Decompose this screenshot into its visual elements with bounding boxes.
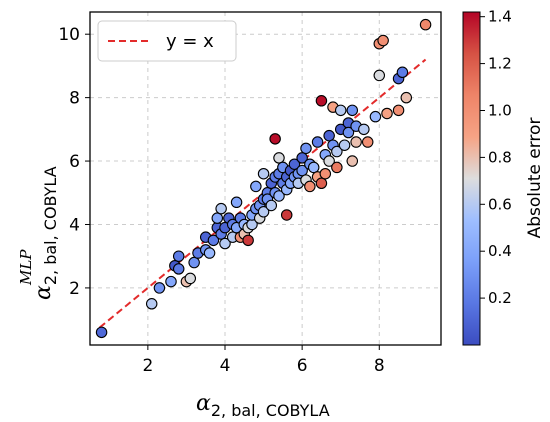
data-point-2	[145, 298, 158, 310]
x-tick-label: 4	[220, 356, 231, 376]
data-point-60	[288, 158, 301, 170]
data-point-25	[230, 196, 243, 209]
data-point-83	[334, 104, 347, 117]
data-point-68	[304, 180, 316, 193]
data-point-3	[153, 282, 166, 294]
data-point-75	[319, 167, 332, 180]
colorbar-tick-label: 0.4	[488, 242, 512, 260]
data-point-76	[323, 155, 335, 167]
x-tick-label: 8	[374, 356, 385, 376]
data-point-84	[338, 139, 351, 151]
data-point-88	[346, 155, 359, 167]
data-point-10	[188, 256, 200, 269]
colorbar-tick-label: 0.8	[488, 148, 512, 166]
data-point-15	[207, 234, 220, 247]
y-axis-title: α2, bal, COBYLAMLP	[17, 166, 60, 300]
data-point-87	[346, 104, 359, 117]
data-point-71	[311, 136, 324, 148]
legend: y = x	[97, 20, 237, 62]
data-point-51	[273, 152, 285, 164]
y-tick-label: 10	[58, 25, 80, 45]
data-points	[95, 18, 432, 339]
data-point-50	[273, 190, 285, 202]
data-point-72	[315, 177, 328, 190]
data-point-40	[257, 167, 270, 180]
data-point-21	[219, 237, 231, 250]
data-point-86	[342, 126, 355, 139]
data-point-63	[296, 152, 308, 164]
data-point-41	[257, 206, 270, 218]
data-point-81	[331, 145, 343, 158]
data-point-91	[358, 123, 370, 136]
data-point-19	[215, 202, 227, 215]
data-point-80	[331, 161, 343, 174]
data-point-17	[211, 212, 224, 224]
data-point-7	[172, 263, 185, 275]
colorbar-tick-label: 1.2	[488, 55, 512, 73]
data-point-98	[392, 104, 405, 117]
data-point-64	[296, 164, 308, 177]
data-point-97	[381, 107, 393, 120]
data-point-101	[400, 91, 413, 104]
data-point-69	[307, 161, 320, 174]
data-point-93	[369, 110, 382, 123]
data-point-13	[203, 247, 216, 259]
x-axis-title: α2, bal, COBYLA	[196, 391, 330, 420]
y-tick-label: 6	[69, 152, 80, 172]
colorbar-tick-label: 0.6	[488, 195, 512, 213]
x-tick-label: 6	[297, 356, 308, 376]
colorbar: 0.2 0.4 0.6 0.8 1.0 1.2 1.4 Absolute error	[462, 8, 545, 346]
colorbar-title: Absolute error	[525, 118, 545, 239]
data-point-89	[350, 136, 362, 148]
x-axis: 2 4 6 8	[142, 345, 385, 376]
data-point-9	[184, 272, 197, 285]
data-point-36	[250, 180, 262, 193]
data-point-94	[373, 69, 386, 82]
data-point-92	[361, 136, 374, 148]
y-tick-label: 2	[69, 279, 80, 299]
data-point-6	[172, 250, 185, 262]
data-point-66	[300, 142, 312, 155]
data-point-100	[396, 66, 409, 79]
colorbar-tick-label: 1.4	[488, 8, 512, 26]
plot-frame	[89, 11, 442, 346]
data-point-45	[265, 199, 278, 212]
colorbar-ticks: 0.2 0.4 0.6 0.8 1.0 1.2 1.4	[480, 8, 512, 307]
data-point-77	[323, 129, 335, 142]
data-point-1	[95, 326, 108, 339]
data-point-102	[419, 18, 432, 31]
legend-label: y = x	[166, 31, 214, 52]
y-axis: 2 4 6 8 10	[58, 25, 90, 299]
x-tick-label: 2	[142, 356, 153, 376]
data-point-96	[377, 34, 389, 47]
data-point-46	[269, 133, 281, 145]
data-point-4	[165, 275, 177, 288]
colorbar-tick-label: 1.0	[488, 101, 512, 119]
y-tick-label: 4	[69, 215, 80, 235]
colorbar-tick-label: 0.2	[488, 289, 512, 307]
colorbar-gradient	[462, 11, 481, 346]
y-tick-label: 8	[69, 89, 80, 109]
legend-box	[97, 20, 237, 62]
data-point-32	[242, 234, 254, 247]
data-point-56	[280, 209, 293, 221]
data-point-73	[315, 95, 328, 107]
